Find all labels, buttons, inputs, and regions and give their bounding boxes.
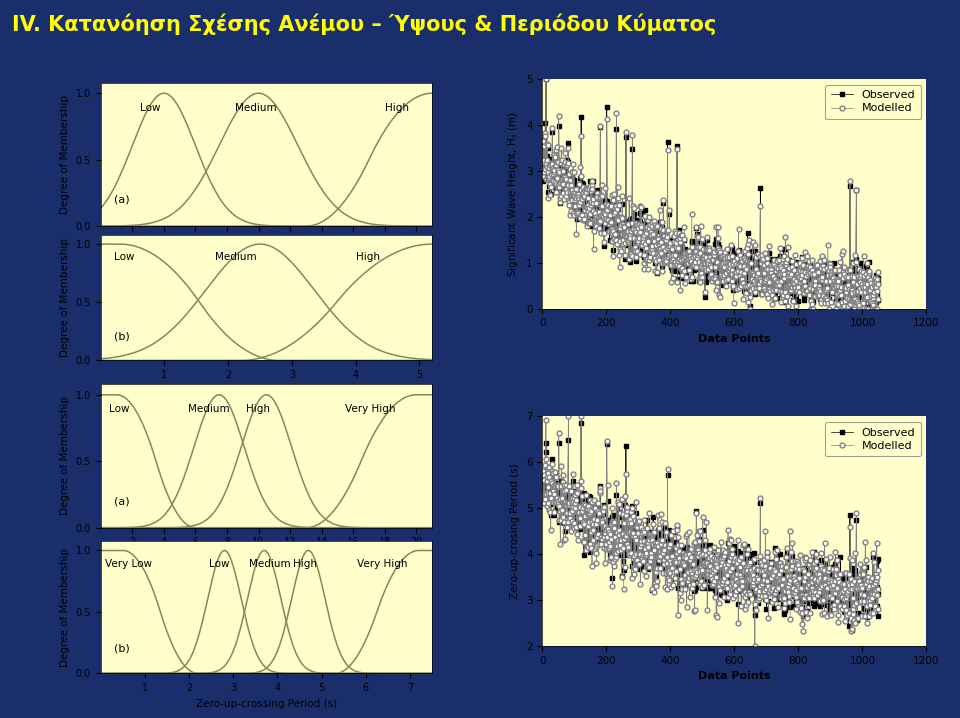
Text: Low: Low	[113, 252, 134, 262]
Observed	[765, 254, 777, 263]
Text: Low: Low	[209, 559, 229, 569]
Line: Modelled: Modelled	[540, 414, 881, 648]
Y-axis label: Degree of Membership: Degree of Membership	[60, 548, 70, 666]
Y-axis label: Significant Wave Height, H$_s$ (m): Significant Wave Height, H$_s$ (m)	[507, 111, 520, 277]
Observed	[847, 625, 858, 634]
Observed	[578, 551, 589, 559]
Modelled	[537, 158, 548, 167]
Modelled	[765, 574, 777, 582]
Y-axis label: Degree of Membership: Degree of Membership	[60, 396, 70, 516]
Modelled	[832, 611, 844, 620]
Line: Observed: Observed	[540, 421, 880, 632]
X-axis label: Data Points: Data Points	[698, 671, 771, 681]
Text: High: High	[355, 252, 379, 262]
X-axis label: Significant Wave Height (m): Significant Wave Height (m)	[193, 386, 340, 396]
Text: High: High	[293, 559, 317, 569]
Modelled	[749, 241, 760, 249]
Modelled	[744, 304, 756, 313]
Text: Low: Low	[108, 404, 130, 414]
Observed	[540, 75, 552, 83]
Modelled	[563, 412, 574, 421]
Observed	[749, 549, 760, 558]
Observed	[812, 273, 824, 281]
Text: Very High: Very High	[357, 559, 407, 569]
Observed	[537, 138, 548, 146]
Legend: Observed, Modelled: Observed, Modelled	[825, 422, 921, 457]
Modelled	[832, 299, 844, 308]
Modelled	[873, 279, 884, 288]
Legend: Observed, Modelled: Observed, Modelled	[825, 85, 921, 119]
Observed	[575, 419, 587, 428]
Modelled	[540, 75, 552, 83]
Text: (b): (b)	[114, 643, 130, 653]
Text: Medium: Medium	[249, 559, 290, 569]
Text: (a): (a)	[114, 195, 130, 205]
Text: Medium: Medium	[187, 404, 229, 414]
X-axis label: Wind Speed (m/s): Wind Speed (m/s)	[220, 251, 313, 261]
Text: Medium: Medium	[235, 103, 276, 113]
Text: High: High	[385, 103, 409, 113]
Observed	[578, 203, 589, 212]
Line: Observed: Observed	[540, 77, 880, 311]
Y-axis label: Degree of Membership: Degree of Membership	[60, 95, 70, 214]
Text: (b): (b)	[114, 332, 130, 342]
Line: Modelled: Modelled	[540, 77, 881, 311]
Observed	[873, 279, 884, 287]
Modelled	[578, 192, 589, 200]
Modelled	[598, 533, 610, 541]
Modelled	[598, 229, 610, 238]
Text: (a): (a)	[114, 496, 130, 506]
Observed	[537, 484, 548, 493]
Modelled	[749, 642, 760, 651]
Text: IV. Κατανόηση Σχέσης Ανέμου – Ύψους & Περιόδου Κύματος: IV. Κατανόηση Σχέσης Ανέμου – Ύψους & Πε…	[12, 14, 716, 35]
Modelled	[812, 268, 824, 276]
Modelled	[812, 577, 824, 586]
Text: Medium: Medium	[215, 252, 257, 262]
Observed	[873, 589, 884, 598]
Text: Low: Low	[140, 103, 160, 113]
Observed	[765, 558, 777, 567]
Observed	[832, 292, 844, 301]
X-axis label: Data Points: Data Points	[698, 334, 771, 344]
X-axis label: Zero-up-crossing Period (s): Zero-up-crossing Period (s)	[196, 699, 337, 709]
Modelled	[765, 269, 777, 278]
Observed	[749, 265, 760, 274]
Observed	[805, 304, 817, 313]
Text: Very Low: Very Low	[106, 559, 153, 569]
Observed	[598, 533, 610, 541]
Observed	[598, 224, 610, 233]
Y-axis label: Degree of Membership: Degree of Membership	[60, 238, 70, 357]
Modelled	[873, 584, 884, 593]
Modelled	[537, 462, 548, 471]
Y-axis label: Zero-up-crosing Period (s): Zero-up-crosing Period (s)	[511, 464, 520, 599]
Observed	[812, 583, 824, 592]
Text: High: High	[246, 404, 270, 414]
Text: Very High: Very High	[346, 404, 396, 414]
X-axis label: Wind Speed (m/s): Wind Speed (m/s)	[220, 553, 313, 563]
Observed	[831, 573, 843, 582]
Modelled	[578, 538, 589, 546]
Modelled	[749, 554, 760, 563]
